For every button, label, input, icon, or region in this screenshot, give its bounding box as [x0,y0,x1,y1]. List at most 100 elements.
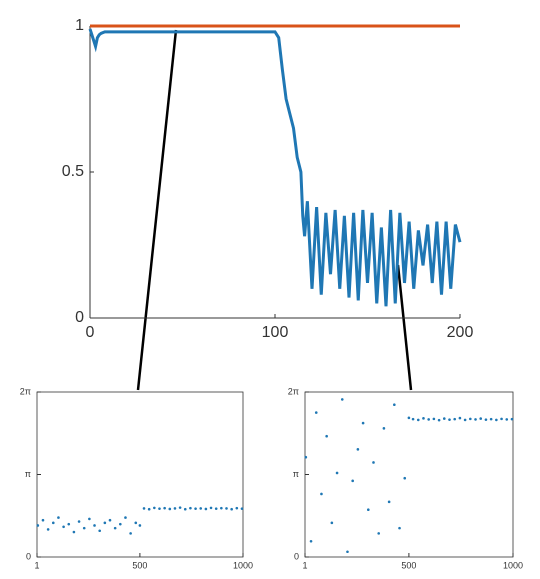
point [41,518,45,522]
point [88,517,91,521]
x-tick-label: 1000 [233,561,253,571]
point [314,411,318,414]
x-tick-label: 100 [262,324,289,341]
point [168,507,172,511]
y-tick-label: 2π [20,386,31,396]
point [183,507,187,511]
point [432,417,436,421]
x-tick-label: 1 [302,561,307,571]
point [235,506,239,510]
point [351,479,354,483]
point [330,521,334,525]
point [178,506,182,509]
point [230,507,233,511]
point [356,448,360,451]
point [204,507,208,511]
point [510,417,514,421]
point [372,461,375,464]
point [411,417,415,421]
point [489,417,493,421]
point [189,506,192,510]
point [304,455,308,459]
point [422,417,425,420]
point [505,418,509,421]
point [108,518,112,522]
point [173,507,177,510]
x-tick-label: 1000 [503,561,523,571]
point [398,526,401,530]
point [129,532,132,535]
point [46,528,50,531]
point [463,418,467,422]
x-tick-label: 0 [86,324,95,341]
point [113,526,117,530]
point [361,421,365,425]
point [51,521,55,525]
point [393,403,396,406]
point [77,520,81,523]
point [209,506,213,510]
point [163,506,166,510]
point [194,507,197,510]
point [57,516,60,519]
point [500,417,503,421]
plot-frame [36,391,244,558]
y-tick-label: 0 [294,551,299,561]
point [346,550,349,554]
point [458,416,462,420]
point [119,522,122,526]
point [93,524,96,527]
point [366,508,370,512]
point [442,417,446,420]
point [484,418,488,421]
point [437,418,441,422]
point [340,398,344,401]
x-tick-label: 500 [132,561,147,571]
point [214,507,218,510]
point [98,529,101,533]
y-tick-label: 0.5 [62,163,84,180]
point [36,524,40,527]
point [142,507,146,510]
point [82,526,86,530]
point [158,507,161,510]
point [220,506,223,510]
point [453,417,457,421]
point [138,524,142,527]
y-tick-label: 0 [26,551,31,561]
y-tick-label: π [25,469,31,479]
connector [136,29,178,391]
point [387,500,391,504]
point [407,416,411,420]
point [382,427,386,430]
point [479,417,483,420]
point [67,522,71,526]
point [72,530,76,534]
series-line [88,28,462,307]
point [62,525,65,529]
point [427,418,430,421]
point [474,418,477,421]
point [416,418,420,422]
point [469,417,472,421]
point [325,434,328,438]
x-tick-label: 500 [401,561,416,571]
point [124,516,127,519]
x-tick-label: 1 [34,561,39,571]
point [335,471,339,475]
point [153,506,156,510]
point [320,492,323,496]
y-tick-label: 1 [75,17,84,34]
point [134,521,138,525]
connector [396,264,413,391]
point [225,507,228,510]
point [240,507,244,510]
point [495,418,498,422]
point [103,521,107,525]
y-tick-label: 2π [288,386,299,396]
point [403,476,407,480]
point [199,507,203,510]
y-tick-label: 0 [75,309,84,326]
